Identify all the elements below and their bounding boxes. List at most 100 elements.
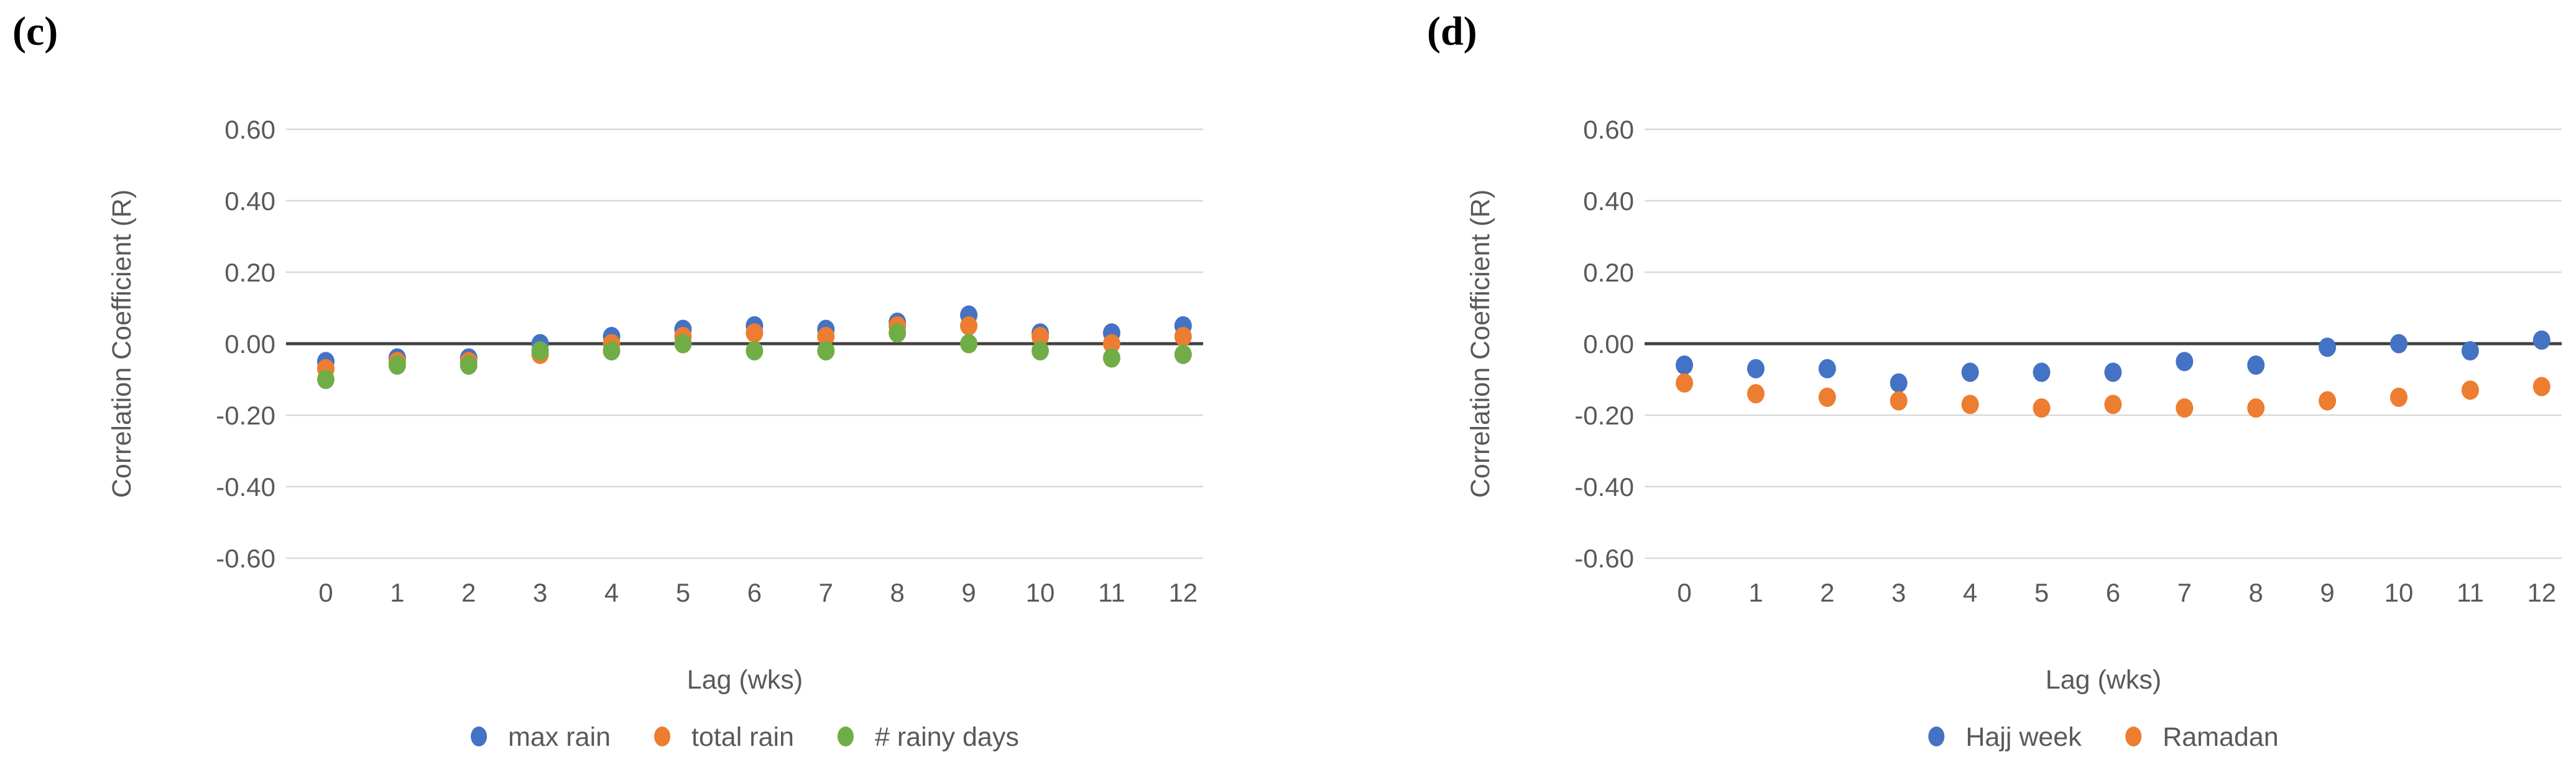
x-tick-label: 6 [2106, 578, 2120, 607]
data-point [674, 334, 692, 354]
data-point [1676, 373, 1693, 393]
data-point [2461, 341, 2479, 360]
x-tick-label: 2 [461, 578, 476, 607]
y-tick-label: 0.00 [224, 329, 275, 359]
series--rainy-days [317, 323, 1192, 389]
data-point [2532, 330, 2551, 350]
x-tick-label: 6 [747, 578, 762, 607]
x-tick-label: 9 [2320, 578, 2334, 607]
y-tick-label: 0.60 [224, 115, 275, 144]
data-point [2247, 398, 2265, 418]
x-tick-label: 7 [819, 578, 833, 607]
x-tick-label: 8 [2249, 578, 2263, 607]
x-tick-label: 12 [2527, 578, 2556, 607]
data-point [2033, 362, 2051, 382]
data-point [2461, 380, 2479, 400]
y-tick-label: 0.40 [224, 186, 275, 216]
x-tick-label: 11 [2457, 578, 2484, 607]
x-tick-label: 0 [318, 578, 333, 607]
data-point [1961, 395, 1979, 415]
data-point [960, 334, 978, 354]
data-point [746, 341, 764, 360]
data-point [1818, 387, 1836, 407]
legend: max rain total rain # rainy days [471, 722, 1019, 752]
legend-label: Hajj week [1965, 722, 2082, 752]
data-point [2176, 398, 2194, 418]
data-point [1747, 359, 1765, 378]
x-tick-label: 4 [1963, 578, 1977, 607]
y-tick-label: -0.60 [1574, 544, 1634, 573]
data-point [746, 323, 764, 343]
data-point [2532, 377, 2551, 397]
x-tick-label: 9 [961, 578, 976, 607]
data-point [2319, 337, 2337, 357]
series-ramadan [1676, 373, 2551, 418]
data-point [602, 341, 621, 360]
data-point [1032, 341, 1049, 360]
x-tick-label: 12 [1168, 578, 1198, 607]
data-point [960, 316, 978, 336]
data-point [2319, 391, 2337, 411]
data-point [1961, 362, 1979, 382]
data-point [2104, 395, 2122, 415]
y-tick-label: 0.20 [224, 258, 275, 287]
y-tick-label: 0.40 [1583, 186, 1634, 216]
data-point [531, 341, 549, 360]
data-point [1818, 359, 1836, 378]
legend-item: total rain [654, 722, 794, 752]
data-point [2247, 355, 2265, 375]
chart-panel-c: 0.600.400.200.00-0.20-0.40-0.600 1 2 3 4 5 6 7 8… [107, 115, 1203, 752]
data-point [459, 355, 478, 375]
x-tick-label: 3 [1891, 578, 1906, 607]
data-point [1174, 327, 1192, 346]
legend-item: Ramadan [2125, 722, 2279, 752]
x-tick-label: 3 [533, 578, 547, 607]
x-tick-label: 10 [1026, 578, 1055, 607]
data-point [2033, 398, 2051, 418]
y-tick-label: 0.00 [1583, 329, 1634, 359]
data-point [2390, 387, 2407, 407]
x-tick-label: 5 [2034, 578, 2049, 607]
y-tick-label: -0.60 [216, 544, 275, 573]
data-point [1747, 384, 1765, 403]
y-tick-label: -0.20 [216, 401, 275, 430]
data-point [1174, 344, 1192, 364]
legend-label: total rain [691, 722, 794, 752]
legend-swatch-orange [2125, 727, 2142, 746]
data-point [388, 355, 406, 375]
legend: Hajj week Ramadan [1928, 722, 2279, 752]
data-point [2176, 352, 2194, 372]
y-tick-label: -0.40 [1574, 472, 1634, 502]
x-axis-label: Lag (wks) [2046, 665, 2161, 695]
legend-item: Hajj week [1928, 722, 2082, 752]
chart-panel-d: 0.600.400.200.00-0.20-0.40-0.600 1 2 3 4 5 6 7 8… [1466, 115, 2562, 752]
data-point [817, 327, 835, 346]
data-point [1102, 334, 1120, 354]
data-point [889, 323, 907, 343]
legend-swatch-blue [1928, 727, 1945, 746]
data-point [2104, 362, 2122, 382]
legend-item: # rainy days [837, 722, 1019, 752]
legend-item: max rain [471, 722, 611, 752]
x-tick-label: 2 [1820, 578, 1834, 607]
data-point [317, 370, 335, 389]
y-tick-label: 0.20 [1583, 258, 1634, 287]
x-tick-label: 0 [1677, 578, 1691, 607]
y-tick-label: 0.60 [1583, 115, 1634, 144]
x-tick-label: 7 [2177, 578, 2192, 607]
legend-label: Ramadan [2163, 722, 2278, 752]
legend-swatch-green [837, 727, 854, 746]
data-point [1102, 348, 1120, 368]
data-point [1676, 355, 1693, 375]
data-point [1890, 391, 1908, 411]
x-tick-label: 10 [2384, 578, 2414, 607]
legend-swatch-orange [654, 727, 671, 746]
legend-swatch-blue [471, 727, 487, 746]
x-tick-label: 8 [890, 578, 905, 607]
data-point [2390, 334, 2407, 354]
x-axis-label: Lag (wks) [687, 665, 803, 695]
y-tick-label: -0.40 [216, 472, 275, 502]
x-tick-label: 1 [390, 578, 404, 607]
data-point [1890, 373, 1908, 393]
y-axis-label: Correlation Coefficient (R) [1466, 190, 1495, 498]
